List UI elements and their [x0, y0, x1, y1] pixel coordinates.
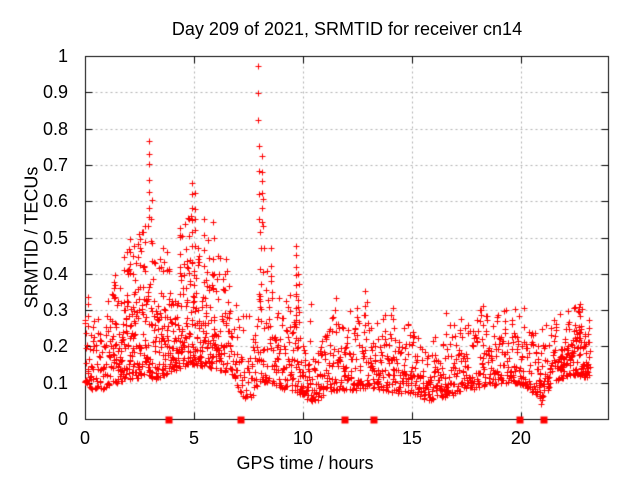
- y-tick-label-0.4: 0.4: [42, 263, 68, 284]
- y-tick-label-0.5: 0.5: [42, 227, 68, 248]
- y-tick-label-1: 1: [57, 46, 68, 66]
- x-tick-label-20: 20: [510, 428, 531, 448]
- y-tick-label-0.6: 0.6: [42, 191, 68, 212]
- y-tick-label-0.2: 0.2: [42, 336, 68, 357]
- x-tick-label-10: 10: [292, 428, 313, 448]
- x-axis-label: GPS time / hours: [236, 453, 374, 473]
- x-tick-label-5: 5: [188, 428, 199, 448]
- y-tick-label-0.7: 0.7: [42, 154, 68, 175]
- y-tick-label-0.8: 0.8: [42, 118, 68, 139]
- y-tick-label-0.3: 0.3: [42, 300, 68, 321]
- x-tick-label-15: 15: [401, 428, 422, 448]
- y-tick-label-0.1: 0.1: [42, 372, 68, 393]
- x-tick-label-0: 0: [79, 428, 90, 448]
- y-tick-label-0.9: 0.9: [42, 82, 68, 103]
- y-tick-label-0: 0: [57, 409, 68, 429]
- chart-title: Day 209 of 2021, SRMTID for receiver cn1…: [171, 19, 523, 39]
